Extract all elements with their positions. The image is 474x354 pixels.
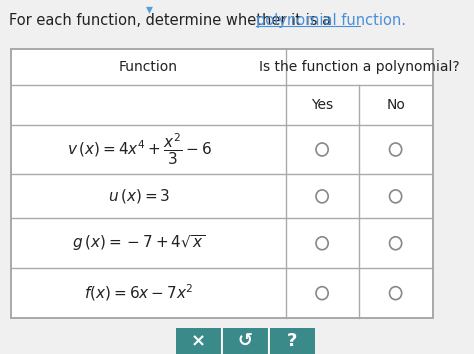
FancyBboxPatch shape bbox=[270, 328, 315, 354]
FancyBboxPatch shape bbox=[176, 328, 221, 354]
Text: $f(x) = 6x - 7x^2$: $f(x) = 6x - 7x^2$ bbox=[84, 283, 194, 303]
Text: Is the function a polynomial?: Is the function a polynomial? bbox=[259, 60, 459, 74]
Text: Yes: Yes bbox=[311, 98, 333, 112]
FancyBboxPatch shape bbox=[11, 49, 433, 318]
Text: ▾: ▾ bbox=[146, 2, 153, 16]
Text: $v\,(x) = 4x^4 + \dfrac{x^2}{3} - 6$: $v\,(x) = 4x^4 + \dfrac{x^2}{3} - 6$ bbox=[66, 132, 211, 167]
Text: $g\,(x) = -7 + 4\sqrt{x}$: $g\,(x) = -7 + 4\sqrt{x}$ bbox=[73, 233, 206, 253]
Text: ?: ? bbox=[287, 332, 297, 350]
Text: For each function, determine whether it is a: For each function, determine whether it … bbox=[9, 13, 336, 28]
Text: polynomial function.: polynomial function. bbox=[256, 13, 406, 28]
Text: No: No bbox=[386, 98, 405, 112]
FancyBboxPatch shape bbox=[223, 328, 268, 354]
Text: Function: Function bbox=[119, 60, 178, 74]
Text: $u\,(x) = 3$: $u\,(x) = 3$ bbox=[108, 187, 170, 205]
Text: ↺: ↺ bbox=[238, 332, 253, 350]
Text: ×: × bbox=[191, 332, 206, 350]
